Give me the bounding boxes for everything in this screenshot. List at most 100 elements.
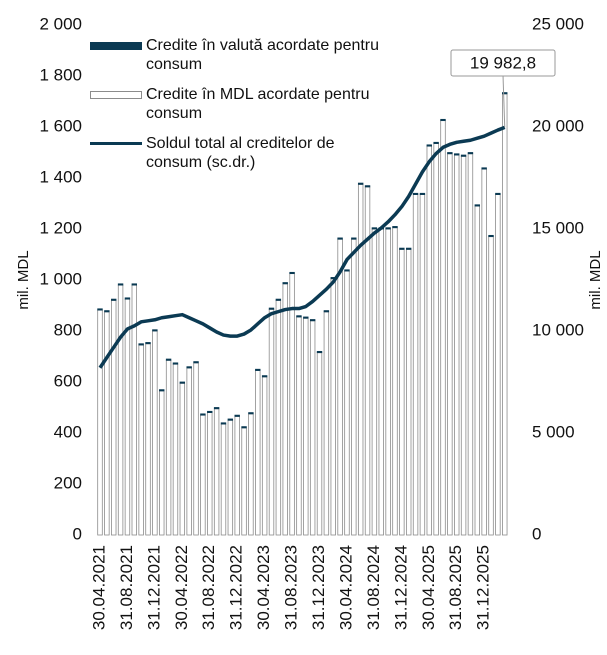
data-label: 19 982,8 (470, 53, 536, 72)
bar (261, 375, 268, 378)
bar (474, 205, 480, 536)
x-tick-label: 30.04.2024 (336, 545, 355, 630)
x-tick-label: 31.08.2022 (199, 545, 218, 630)
bar (309, 319, 316, 322)
bar (316, 352, 323, 536)
legend-label: Credite în valută acordate pentru consum (146, 37, 380, 73)
legend: Credite în valută acordate pentru consum… (90, 36, 380, 183)
bar (207, 410, 213, 414)
bar (117, 284, 124, 536)
legend-item: Credite în MDL acordate pentru consum (90, 85, 380, 123)
bar (433, 141, 439, 144)
bar (502, 93, 508, 536)
bar (454, 153, 460, 156)
line (98, 125, 506, 369)
y2-axis-label: mil. MDL (587, 250, 604, 309)
bar (248, 413, 254, 536)
legend-item: Credite în valută acordate pentru consum (90, 36, 380, 74)
legend-swatch (90, 42, 142, 50)
bar (412, 192, 419, 195)
bar (248, 412, 254, 415)
bar (289, 273, 295, 536)
y-tick-label: 1 200 (39, 218, 82, 237)
y2-tick-label: 15 000 (532, 218, 584, 237)
bar (124, 297, 131, 300)
bar (454, 154, 460, 536)
bar (138, 344, 144, 536)
bar (179, 381, 186, 384)
bar (440, 120, 446, 536)
y2-tick-label: 0 (532, 524, 541, 543)
bar (433, 143, 439, 536)
x-tick-label: 31.12.2021 (144, 545, 163, 630)
bar (330, 278, 336, 536)
bar (385, 228, 391, 536)
bar (145, 343, 151, 536)
bar (419, 194, 426, 536)
bar (131, 284, 137, 536)
bar (124, 298, 131, 536)
y-tick-label: 2 000 (39, 14, 82, 33)
bar (172, 363, 179, 536)
bar (488, 236, 494, 536)
y-tick-label: 1 800 (39, 65, 82, 84)
bar (227, 419, 234, 536)
bar (145, 342, 151, 345)
bar (275, 299, 282, 536)
legend-swatch (90, 142, 142, 145)
bar (399, 248, 405, 536)
y-tick-label: 1 600 (39, 116, 82, 135)
bar (323, 310, 330, 313)
x-tick-label: 31.08.2021 (117, 545, 136, 630)
bar (351, 238, 357, 536)
y-tick-label: 200 (54, 473, 82, 492)
bar (385, 227, 391, 230)
bar (419, 192, 426, 195)
x-tick-label: 31.08.2025 (446, 545, 465, 630)
bar (316, 350, 323, 354)
y-tick-label: 600 (54, 371, 82, 390)
bar (309, 320, 316, 536)
bar (447, 153, 453, 536)
bar (502, 92, 508, 95)
y2-tick-label: 5 000 (532, 422, 575, 441)
bar (282, 283, 288, 536)
bar (159, 389, 165, 392)
bar (303, 316, 309, 319)
bar (104, 310, 110, 313)
bar (467, 153, 474, 536)
bar (193, 362, 199, 536)
bar (495, 192, 501, 195)
bar (111, 298, 117, 301)
bar (241, 426, 247, 429)
y2-tick-label: 10 000 (532, 320, 584, 339)
x-tick-label: 31.12.2022 (227, 545, 246, 630)
x-tick-label: 30.04.2025 (419, 545, 438, 630)
bar (220, 422, 227, 425)
bar (111, 299, 117, 536)
bar (261, 376, 268, 536)
bar (481, 167, 487, 170)
bar (296, 316, 302, 536)
bar (117, 283, 124, 286)
bar (426, 145, 432, 536)
bar (255, 370, 261, 536)
bar (104, 311, 110, 536)
bar (364, 185, 371, 188)
bar (344, 270, 350, 536)
x-tick-label: 31.12.2024 (391, 545, 410, 630)
x-tick-label: 30.04.2021 (89, 545, 108, 630)
bar (337, 237, 343, 240)
bar (440, 118, 446, 122)
bar (351, 237, 357, 240)
bar (200, 414, 206, 536)
bar (193, 361, 199, 364)
y-tick-label: 0 (73, 524, 82, 543)
bar (138, 343, 144, 346)
legend-label: Soldul total al creditelor de consum (sc… (146, 135, 335, 171)
y-tick-label: 800 (54, 320, 82, 339)
bar (399, 247, 405, 250)
bar (165, 358, 172, 361)
bar (227, 418, 234, 421)
bar (179, 382, 186, 536)
